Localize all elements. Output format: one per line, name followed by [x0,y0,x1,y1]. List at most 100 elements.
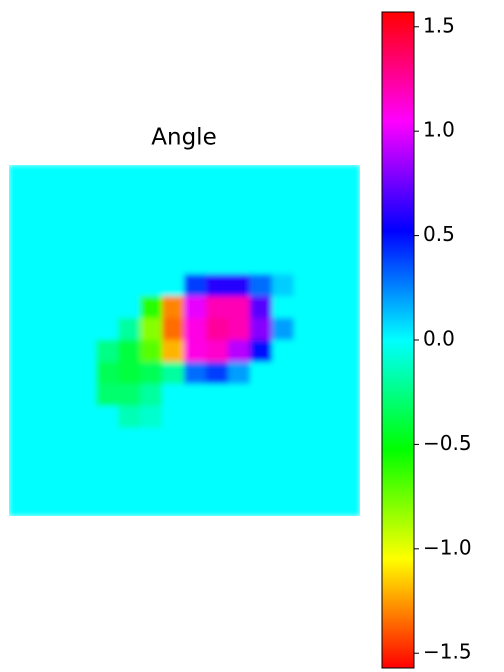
heatmap-cell [293,471,317,495]
heatmap-cell [293,427,317,451]
heatmap-cell [184,405,207,429]
heatmap-cell [184,274,207,298]
heatmap-cell [184,230,207,254]
heatmap-cell [249,405,273,429]
heatmap-cell [271,471,295,495]
heatmap-cell [205,230,229,254]
heatmap-cell [162,471,185,495]
heatmap-cell [118,493,142,516]
heatmap-cell [118,274,142,298]
heatmap-cell [162,449,185,473]
heatmap-cell [162,361,185,385]
heatmap-cell [74,383,98,407]
heatmap-cell [337,230,360,254]
heatmap-cell [140,208,164,232]
heatmap-cell [118,252,142,276]
heatmap-cell [140,186,164,210]
heatmap-cell [293,296,317,320]
heatmap-cell [293,318,317,341]
heatmap-cell [96,340,120,363]
heatmap-cell [118,361,142,385]
heatmap-cell [30,405,54,429]
heatmap-cell [315,449,339,473]
heatmap-cell [52,296,76,320]
heatmap-cell [74,208,98,232]
heatmap-cell [271,165,295,188]
heatmap-cell [293,340,317,363]
heatmap-cell [249,383,273,407]
heatmap-cell [30,361,54,385]
heatmap-cell [293,208,317,232]
heatmap-cell [249,165,273,188]
heatmap-cell [337,340,360,363]
heatmap-cell [271,427,295,451]
heatmap-cell [52,471,76,495]
heatmap-cell [140,405,164,429]
heatmap-cell [184,186,207,210]
heatmap-cell [227,274,251,298]
heatmap-cell [205,208,229,232]
heatmap-cell [30,493,54,516]
heatmap-cell [96,252,120,276]
colorbar-tick-label: −0.5 [423,431,472,455]
heatmap-cell [227,427,251,451]
heatmap-cell [205,405,229,429]
heatmap-cell [140,340,164,363]
heatmap-cell [249,471,273,495]
heatmap-cell [74,340,98,363]
heatmap-cell [293,274,317,298]
heatmap-cell [52,427,76,451]
heatmap-cell [315,471,339,495]
heatmap-cell [337,208,360,232]
heatmap-cell [205,274,229,298]
heatmap-cell [52,318,76,341]
heatmap-cell [249,230,273,254]
heatmap-cell [293,165,317,188]
heatmap-cell [74,471,98,495]
heatmap-cell [271,383,295,407]
heatmap-cell [271,340,295,363]
heatmap-cell [140,274,164,298]
heatmap-cell [162,493,185,516]
heatmap-cell [96,165,120,188]
heatmap-cell [337,252,360,276]
heatmap-cell [30,296,54,320]
heatmap-cell [30,274,54,298]
heatmap-cell [118,296,142,320]
heatmap-cell [118,318,142,341]
heatmap-cell [118,405,142,429]
colorbar [381,11,415,669]
heatmap-cell [52,230,76,254]
heatmap-cell [249,427,273,451]
heatmap-cell [271,318,295,341]
heatmap-cell [315,405,339,429]
heatmap-cell [337,383,360,407]
heatmap-cell [227,383,251,407]
heatmap-cell [337,274,360,298]
heatmap-cell [140,252,164,276]
heatmap-cell [271,361,295,385]
heatmap-cell [9,493,32,516]
heatmap-cell [315,318,339,341]
heatmap-cell [140,427,164,451]
heatmap-cell [227,449,251,473]
heatmap-cell [315,383,339,407]
heatmap-cell [337,471,360,495]
heatmap-cell [315,340,339,363]
heatmap-cell [118,208,142,232]
heatmap-cell [118,230,142,254]
heatmap-cell [184,471,207,495]
heatmap-cell [52,274,76,298]
heatmap-cell [227,296,251,320]
heatmap-cell [74,274,98,298]
heatmap-cell [30,208,54,232]
heatmap-cell [96,449,120,473]
heatmap-cell [205,361,229,385]
heatmap [9,165,360,516]
heatmap-cell [227,208,251,232]
colorbar-tick-label: −1.5 [423,640,472,664]
heatmap-cell [118,383,142,407]
heatmap-cell [9,208,32,232]
heatmap-cell [96,208,120,232]
heatmap-cell [74,165,98,188]
